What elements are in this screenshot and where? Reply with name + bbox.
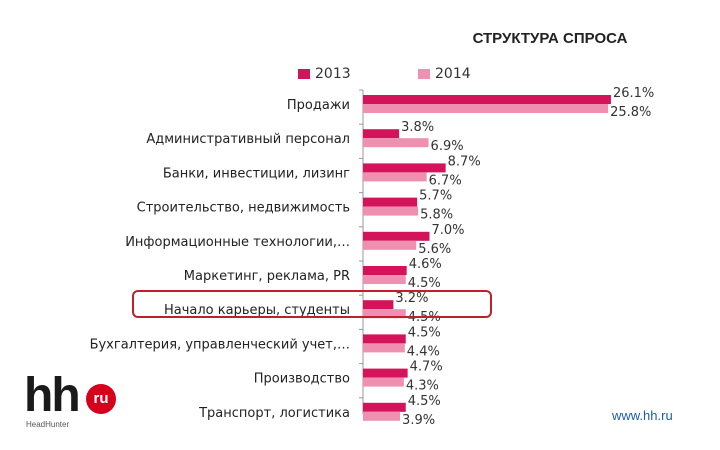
data-label-2014: 5.8%: [420, 208, 453, 223]
data-label-2014: 4.5%: [408, 276, 441, 291]
category-label: Маркетинг, реклама, PR: [184, 269, 350, 284]
site-url[interactable]: www.hh.ru: [612, 408, 673, 423]
legend-label-2013: 2013: [315, 66, 351, 82]
highlight-box: [132, 290, 492, 318]
data-label-2013: 7.0%: [432, 223, 465, 238]
bar-2013: [363, 197, 418, 207]
data-label-2013: 4.6%: [409, 257, 442, 272]
category-label: Начало карьеры, студенты: [164, 303, 350, 318]
category-label: Транспорт, логистика: [198, 406, 350, 421]
bar-2013: [363, 300, 394, 310]
category-label: Банки, инвестиции, лизинг: [163, 166, 350, 181]
data-label-2014: 4.4%: [407, 344, 440, 359]
bar-2013: [363, 402, 406, 412]
bar-2014: [363, 377, 404, 387]
legend-label-2014: 2014: [435, 66, 471, 82]
bar-2013: [363, 266, 407, 275]
category-label: Административный персонал: [146, 132, 350, 147]
data-label-2013: 8.7%: [448, 154, 481, 169]
bar-2014: [363, 275, 406, 284]
data-label-2014: 5.6%: [418, 242, 451, 257]
data-label-2014: 3.9%: [402, 413, 435, 428]
data-label-2014: 6.9%: [431, 139, 464, 154]
data-label-2013: 3.2%: [395, 291, 428, 306]
legend-swatch-2013: [298, 69, 310, 79]
headhunter-logo: hh ru HeadHunter: [24, 372, 124, 432]
legend-item-2013: 2013: [298, 66, 351, 82]
bar-2014: [363, 343, 405, 353]
legend-swatch-2014: [418, 69, 430, 79]
data-label-2013: 26.1%: [613, 86, 654, 101]
category-label: Производство: [254, 372, 350, 387]
bar-2013: [363, 129, 400, 139]
data-label-2014: 6.7%: [429, 173, 462, 188]
category-label: Строительство, недвижимость: [137, 201, 350, 216]
legend-item-2014: 2014: [418, 66, 471, 82]
logo-subtitle: HeadHunter: [26, 420, 70, 429]
bar-2014: [363, 240, 417, 250]
logo-hh-text: hh: [24, 369, 81, 422]
category-label: Бухгалтерия, управленческий учет,…: [90, 337, 350, 352]
bar-2014: [363, 411, 401, 421]
chart-title: СТРУКТУРА СПРОСА: [472, 30, 628, 47]
bar-2014: [363, 172, 427, 182]
bar-2013: [363, 334, 406, 344]
data-label-2013: 5.7%: [419, 189, 452, 204]
bar-2014: [363, 138, 429, 148]
bar-2013: [363, 163, 446, 173]
bar-2013: [363, 368, 408, 378]
bar-2014: [363, 104, 609, 113]
data-label-2013: 4.5%: [408, 325, 441, 340]
logo-ru-badge: ru: [86, 384, 116, 414]
data-label-2014: 4.3%: [406, 379, 439, 394]
data-label-2014: 25.8%: [610, 105, 651, 120]
bar-2014: [363, 206, 419, 216]
data-label-2013: 3.8%: [401, 120, 434, 135]
category-label: Информационные технологии,…: [125, 235, 350, 250]
data-label-2013: 4.7%: [410, 360, 443, 375]
category-label: Продажи: [287, 98, 350, 113]
bar-2013: [363, 231, 430, 241]
bar-2014: [363, 309, 406, 319]
bar-2013: [363, 95, 611, 104]
data-label-2013: 4.5%: [408, 394, 441, 409]
